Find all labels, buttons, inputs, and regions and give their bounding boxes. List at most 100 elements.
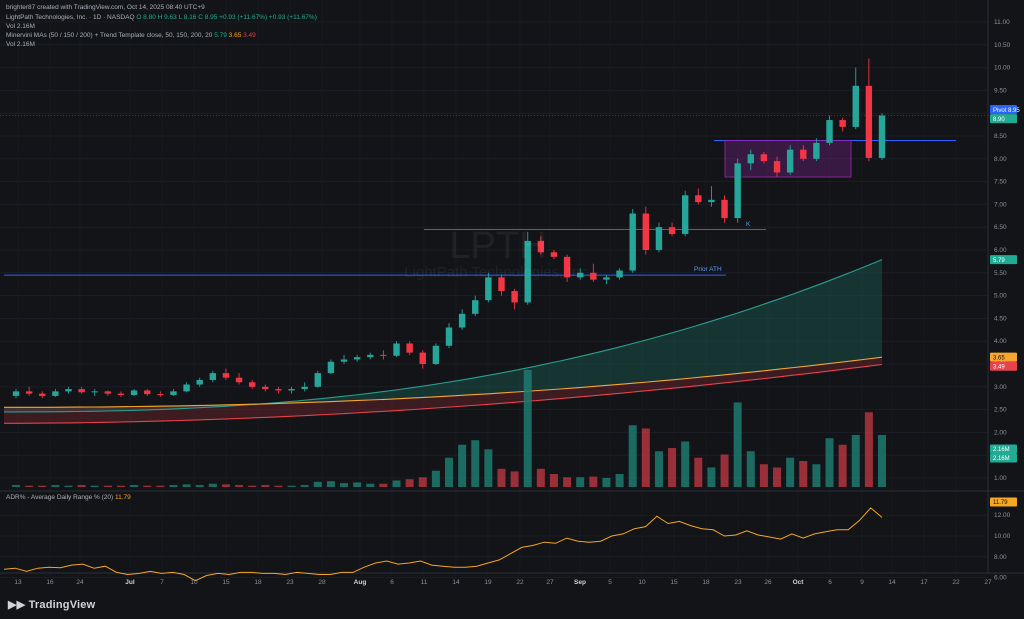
volume-bar xyxy=(12,485,20,487)
y-tick-label: 7.00 xyxy=(994,201,1007,208)
candle-body xyxy=(458,313,466,328)
tv-icon: ▶▶ xyxy=(8,599,29,611)
volume-bar xyxy=(759,464,768,487)
volume-bar xyxy=(812,464,821,487)
candles[interactable] xyxy=(12,58,886,399)
adr-tick-label: 10.00 xyxy=(994,533,1011,540)
volume-bar xyxy=(589,476,598,487)
price-tag xyxy=(990,444,1017,454)
volume-bar xyxy=(103,485,112,487)
y-tick-label: 10.50 xyxy=(994,42,1011,49)
price-tag-label: 3.49 xyxy=(993,364,1005,370)
x-tick-label: 14 xyxy=(452,579,460,586)
price-tag-label: 5.79 xyxy=(993,258,1005,264)
volume-bar xyxy=(694,457,703,487)
x-tick-label: 15 xyxy=(222,579,230,586)
volume-legend: Vol 2.16M xyxy=(6,23,35,30)
y-tick-label: 8.50 xyxy=(994,133,1007,140)
adr-legend[interactable]: ADR% - Average Daily Range % (20) 11.79 xyxy=(6,494,131,501)
volume-bar xyxy=(38,485,47,487)
time-axis[interactable]: 13 16 24 Jul 7 10 15 18 23 28 Aug 6 11 14 19 22 27 Sep 5 10… xyxy=(14,579,992,586)
y-tick-label: 7.50 xyxy=(994,179,1007,186)
volume-bar xyxy=(326,481,335,487)
candle-body xyxy=(603,277,610,280)
candle-body xyxy=(65,389,72,392)
volume-bar xyxy=(248,485,257,487)
x-tick-label: 15 xyxy=(670,579,678,586)
x-tick-label: Aug xyxy=(354,579,367,586)
candle-body xyxy=(314,373,321,387)
candle-body xyxy=(852,85,859,127)
volume-bar xyxy=(379,483,388,487)
price-tag-label: 2.16M xyxy=(993,456,1010,462)
candle-body xyxy=(498,277,505,292)
candle-body xyxy=(25,391,33,394)
price-tags: Pivot 8.95 8.90 5.79 3.65 3.49 2.16M 2.16M 11.7… xyxy=(990,105,1020,507)
price-tag xyxy=(990,352,1017,362)
x-tick-label: 28 xyxy=(318,579,326,586)
x-tick-label: 6 xyxy=(828,579,832,586)
candle-body xyxy=(157,394,164,396)
volume-bar xyxy=(878,435,886,487)
volume-bar xyxy=(733,402,742,487)
candle-body xyxy=(52,391,59,396)
volume-bar xyxy=(641,428,650,487)
volume-bar xyxy=(431,470,440,487)
volume-bar xyxy=(458,444,467,487)
volume-bar xyxy=(471,440,480,487)
candle-body xyxy=(91,391,98,393)
x-tick-label: Sep xyxy=(574,579,586,586)
ma150-line xyxy=(4,356,883,408)
candle-body xyxy=(616,270,623,278)
ma-legend[interactable]: Minervini MAs (50 / 150 / 200) + Trend T… xyxy=(6,32,256,39)
candle-body xyxy=(301,386,308,390)
volume-bar xyxy=(576,477,585,487)
adr-line xyxy=(3,507,883,582)
y-tick-label: 9.50 xyxy=(994,87,1007,94)
candle-body xyxy=(39,393,46,396)
prior-ath-label: Prior ATH xyxy=(694,266,722,273)
candle-body xyxy=(275,389,282,391)
candle-body xyxy=(721,199,728,219)
candle-body xyxy=(577,272,584,278)
price-axis[interactable]: 11.0010.5010.009.509.008.508.007.507.006… xyxy=(994,19,1011,482)
k-label: K xyxy=(746,221,751,228)
ma150-value: 3.65 xyxy=(228,32,242,39)
volume-bar xyxy=(523,370,532,487)
price-tag xyxy=(990,255,1017,265)
candle-body xyxy=(708,199,715,203)
volume-bar xyxy=(353,482,362,487)
price-tag xyxy=(990,497,1017,507)
volume-bar xyxy=(64,485,73,487)
symbol-legend[interactable]: LightPath Technologies, Inc. · 1D · NASD… xyxy=(6,14,317,21)
tradingview-logo[interactable]: ▶▶ TradingView xyxy=(8,598,95,611)
x-tick-label: 6 xyxy=(390,579,394,586)
adr-tick-label: 6.00 xyxy=(994,575,1007,582)
price-tag-label: Pivot 8.95 xyxy=(993,108,1020,114)
volume-bar xyxy=(169,485,178,487)
volume-bar xyxy=(156,485,165,487)
x-tick-label: 10 xyxy=(190,579,198,586)
candle-body xyxy=(865,85,873,158)
volume-bar xyxy=(786,457,795,487)
candle-body xyxy=(144,390,151,395)
volume-bar xyxy=(90,485,99,487)
x-tick-label: 19 xyxy=(484,579,492,586)
candle-body xyxy=(839,120,846,127)
price-tag-label: 11.79 xyxy=(993,500,1008,506)
x-tick-label: 9 xyxy=(860,579,864,586)
ma50-value: 5.79 xyxy=(214,32,227,39)
volume-bar xyxy=(549,474,558,487)
x-tick-label: 22 xyxy=(516,579,524,586)
candle-body xyxy=(800,149,807,159)
volume-bar xyxy=(497,468,506,487)
ohlc-values: O 8.80 H 9.63 L 8.16 C 8.95 +0.93 (+11.6… xyxy=(136,14,317,21)
candle-body xyxy=(773,161,781,173)
y-tick-label: 5.50 xyxy=(994,270,1007,277)
candle-body xyxy=(367,354,374,358)
candle-body xyxy=(393,343,400,356)
price-tag-label: 3.65 xyxy=(993,355,1005,361)
candle-body xyxy=(629,213,636,271)
candle-body xyxy=(550,252,558,257)
